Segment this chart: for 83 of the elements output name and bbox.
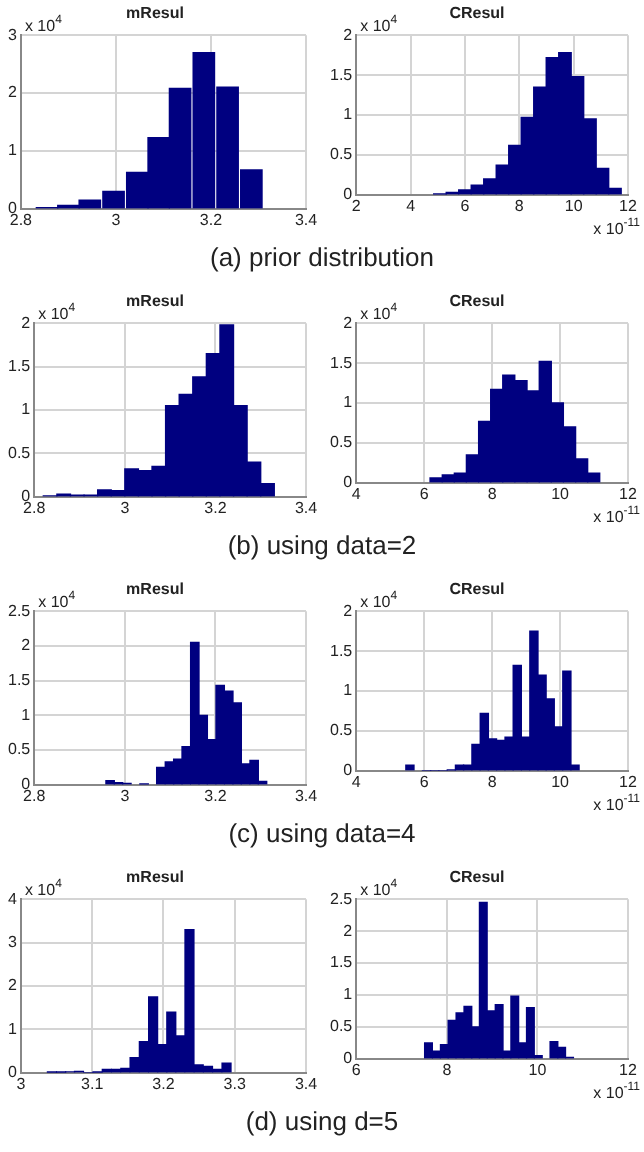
y-tick-label: 1.5: [7, 357, 32, 376]
y-tick-label: 4: [7, 889, 18, 908]
y-tick-label: 1: [7, 141, 18, 160]
x-tick-label: 3.4: [294, 210, 319, 229]
x-tick-label: 10: [564, 196, 584, 215]
y-tick-label: 0.5: [329, 145, 354, 164]
x-tick-label: 10: [528, 1060, 548, 1079]
y-tick-label: 2: [343, 25, 354, 44]
x-tick-label: 6: [351, 1060, 362, 1079]
chart-title: CResul: [449, 4, 505, 23]
y-tick-label: 1: [21, 400, 32, 419]
y-tick-label: 0: [343, 185, 354, 204]
x-tick-label: 2.8: [23, 498, 47, 517]
chart-title: CResul: [449, 868, 505, 887]
y-tick-label: 1.5: [329, 953, 354, 972]
chart-title: CResul: [449, 580, 505, 599]
y-tick-label: 0: [7, 1063, 18, 1082]
y-tick-label: 2: [343, 921, 354, 940]
chart-title: mResul: [126, 4, 184, 23]
text: (d) using d=5: [243, 1104, 401, 1140]
y-tick-label: 2: [7, 83, 18, 102]
x-tick-label: 8: [514, 196, 525, 215]
chart-title: mResul: [126, 292, 184, 311]
x-tick-label: 12: [619, 196, 638, 215]
y-tick-label: 1: [7, 1019, 18, 1038]
y-tick-label: 3: [7, 25, 18, 44]
y-tick-label: 2: [343, 601, 354, 620]
x-tick-label: 8: [487, 772, 498, 791]
y-tick-label: 2: [21, 636, 32, 655]
y-tick-label: 0.5: [329, 1017, 354, 1036]
x-tick-label: 8: [487, 484, 498, 503]
y-tick-label: 1.5: [329, 65, 354, 84]
y-tick-label: 2: [343, 313, 354, 332]
y-tick-label: 0.5: [7, 740, 32, 759]
chart-title: CResul: [449, 292, 505, 311]
x-tick-label: 10: [551, 484, 571, 503]
x-tick-label: 2.8: [9, 210, 34, 229]
x-tick-label: 4: [406, 196, 417, 215]
x-tick-label: 12: [619, 484, 638, 503]
x-tick-label: 12: [619, 1060, 638, 1079]
x-tick-label: 3.4: [294, 786, 319, 805]
x-tick-label: 3.4: [294, 498, 319, 517]
x-tick-label: 2.8: [23, 786, 47, 805]
chart-title: mResul: [126, 580, 184, 599]
chart-title: mResul: [126, 868, 184, 887]
x-tick-label: 3: [120, 786, 131, 805]
x-tick-label: 3.2: [204, 498, 228, 517]
x-tick-label: 12: [619, 772, 638, 791]
y-tick-label: 0: [343, 473, 354, 492]
y-tick-label: 1.5: [7, 671, 32, 690]
y-tick-label: 1.5: [329, 353, 354, 372]
x-tick-label: 8: [442, 1060, 453, 1079]
y-tick-label: 3: [7, 933, 18, 952]
y-tick-label: 0: [343, 761, 354, 780]
y-tick-label: 2.5: [7, 601, 32, 620]
x-tick-label: 3: [120, 498, 131, 517]
x-tick-label: 3.2: [152, 1074, 176, 1093]
x-tick-label: 3.4: [294, 1074, 319, 1093]
text: (c) using data=4: [226, 816, 418, 852]
y-tick-label: 2: [7, 976, 18, 995]
x-tick-label: 6: [419, 772, 430, 791]
x-tick-label: 3.1: [81, 1074, 105, 1093]
y-tick-label: 1: [343, 681, 354, 700]
y-tick-label: 2.5: [329, 889, 354, 908]
y-tick-label: 1: [343, 985, 354, 1004]
x-tick-label: 3.2: [199, 210, 224, 229]
y-tick-label: 1.5: [329, 641, 354, 660]
y-tick-label: 1: [21, 705, 32, 724]
y-tick-label: 2: [21, 313, 32, 332]
x-tick-label: 6: [460, 196, 471, 215]
x-tick-label: 3.2: [204, 786, 228, 805]
y-tick-label: 1: [343, 393, 354, 412]
x-tick-label: 6: [419, 484, 430, 503]
x-tick-label: 3.3: [223, 1074, 247, 1093]
y-tick-label: 0.5: [329, 721, 354, 740]
text: (a) prior distribution: [208, 240, 436, 276]
x-tick-label: 3: [111, 210, 122, 229]
x-tick-label: 10: [551, 772, 571, 791]
y-tick-label: 0.5: [7, 443, 32, 462]
y-tick-label: 0.5: [329, 433, 354, 452]
y-tick-label: 0: [343, 1049, 354, 1068]
y-tick-label: 1: [343, 105, 354, 124]
text: (b) using data=2: [225, 528, 419, 564]
